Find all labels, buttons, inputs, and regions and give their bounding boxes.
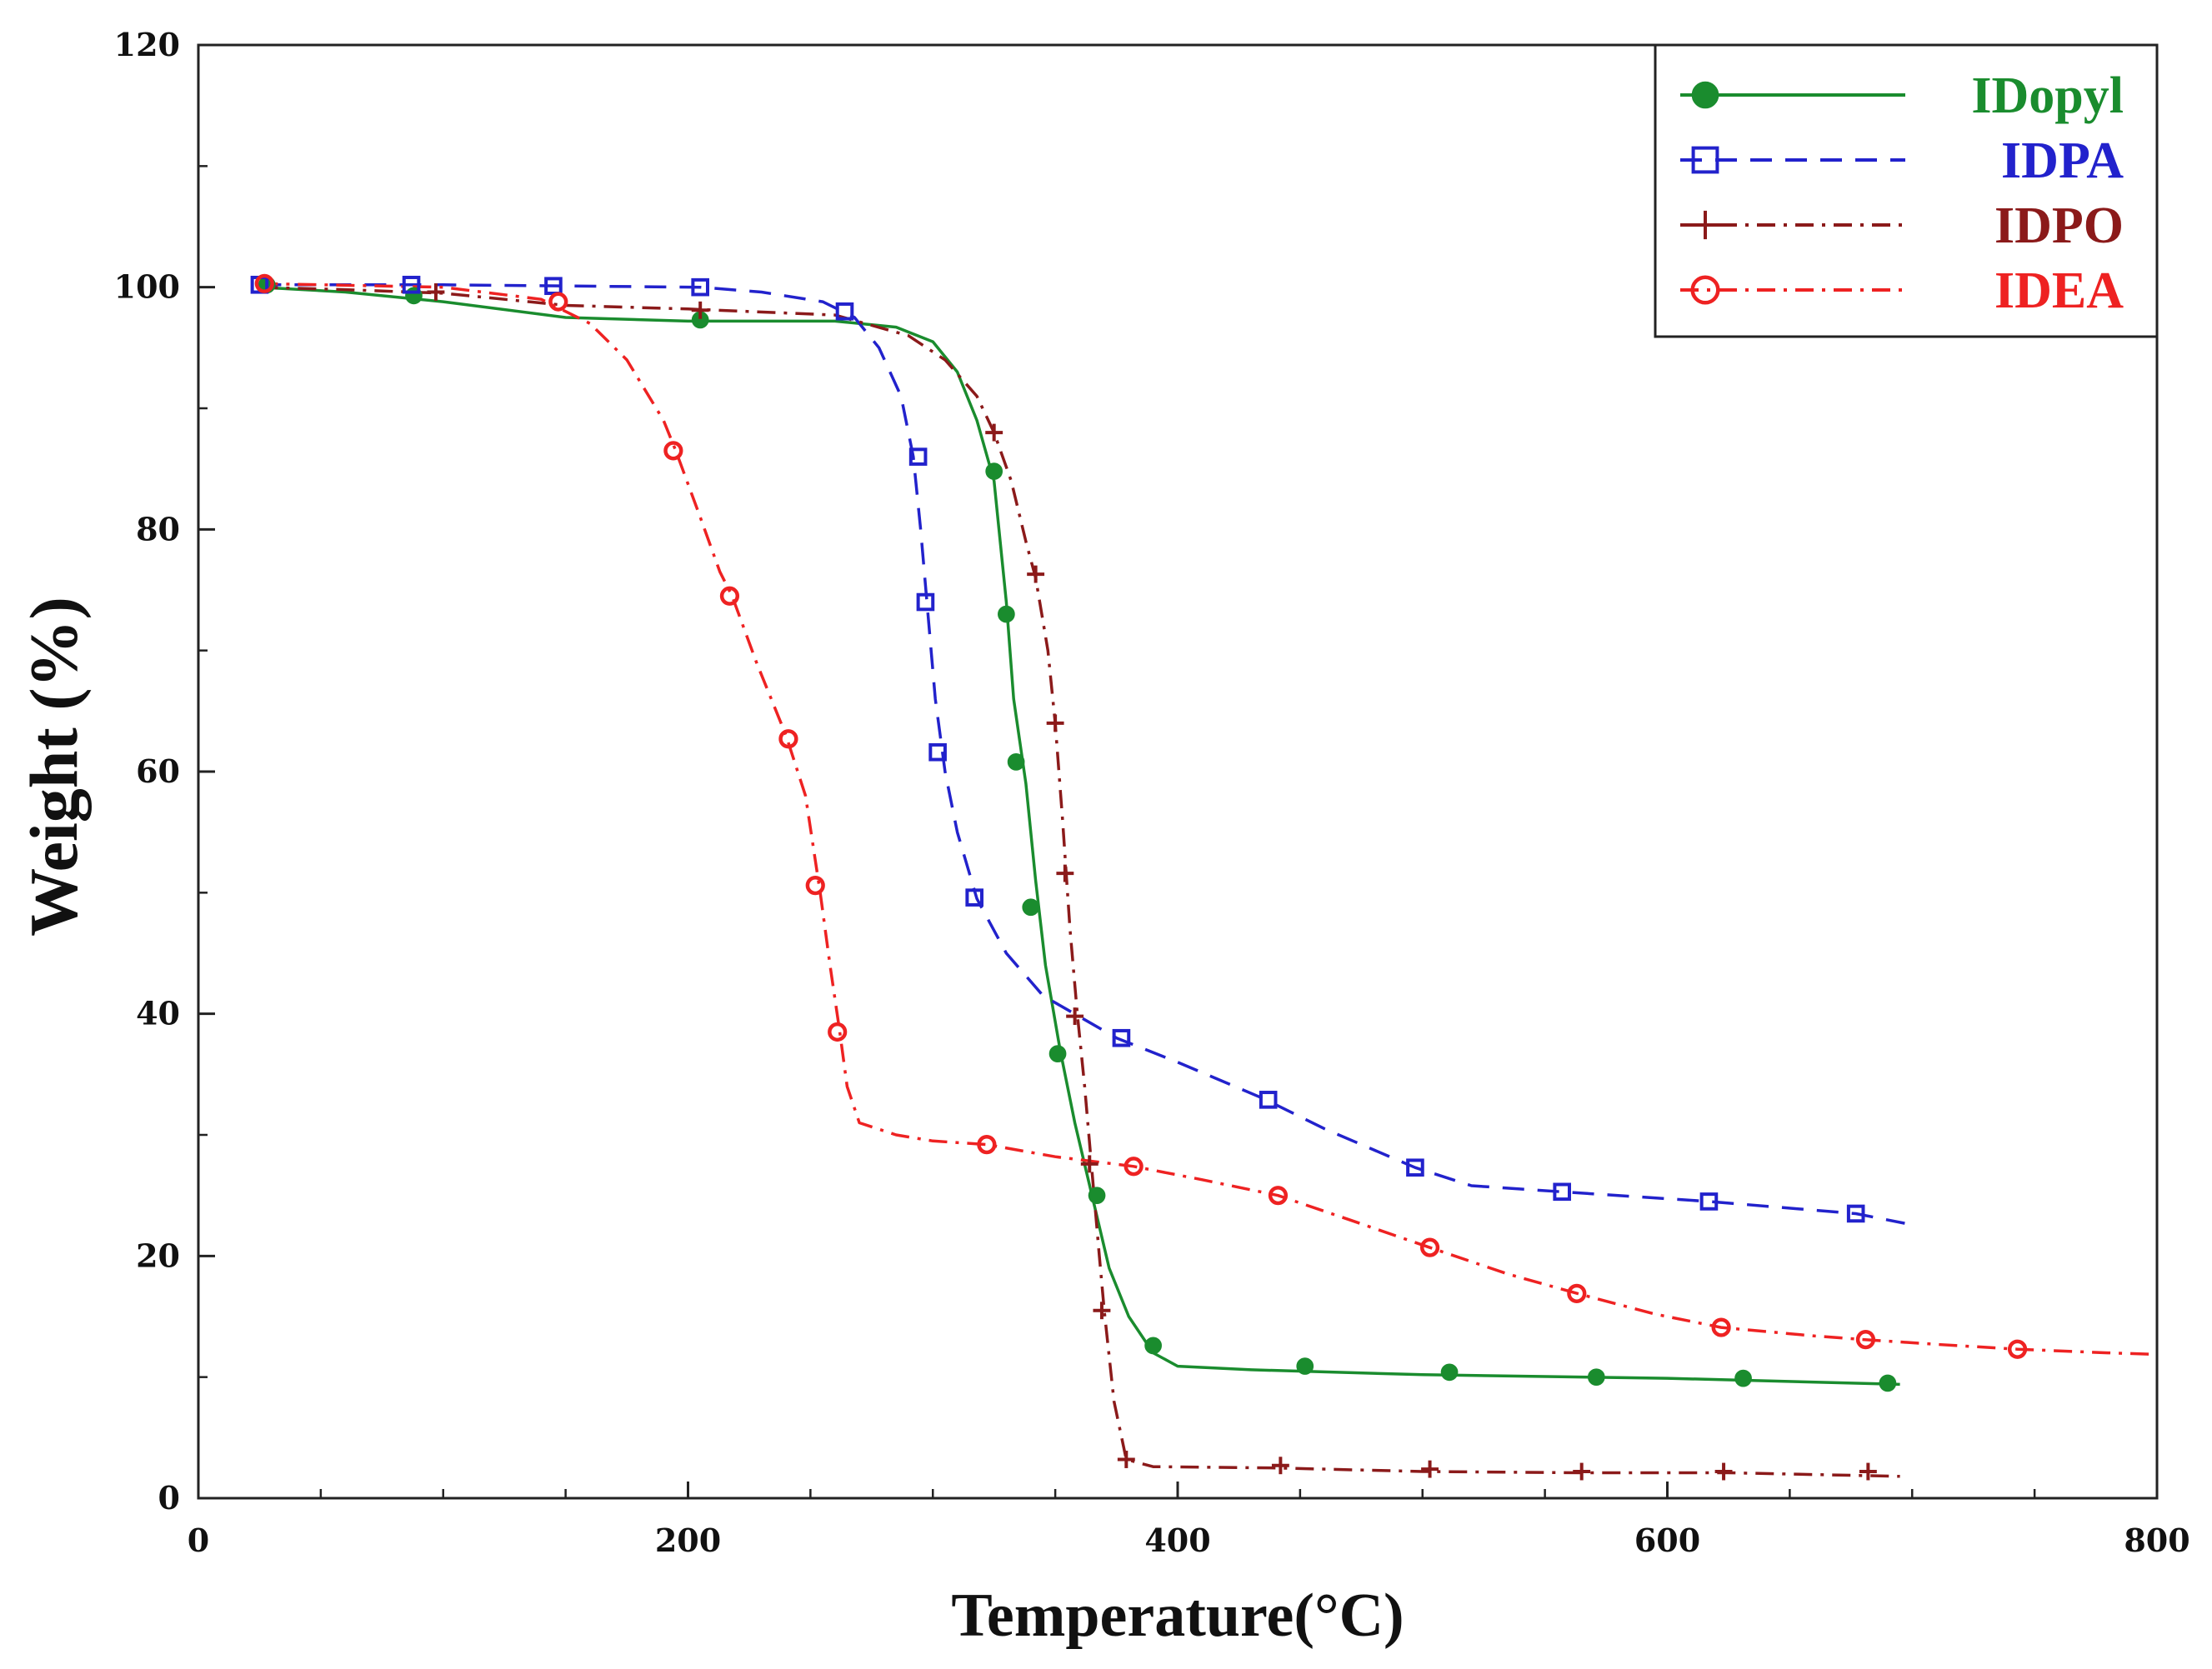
y-tick-label: 60 [136,752,180,790]
data-point-idopyl [1088,1187,1106,1205]
data-point-idpo [1056,864,1074,882]
legend-marker [1690,275,1720,305]
legend-label: IDEA [1994,262,2124,319]
x-tick-label: 400 [1144,1522,1210,1559]
data-point-idea [1855,1330,1876,1350]
data-point-idpo [1271,1457,1289,1475]
y-tick-label: 100 [114,268,180,306]
data-point-idea [977,1135,997,1155]
data-point-idpa [1259,1091,1278,1109]
data-point-idopyl [1879,1374,1897,1392]
legend-item-idea: IDEA [1680,262,2124,319]
y-tick-label: 20 [136,1237,180,1274]
data-point-idpo [1573,1462,1591,1481]
x-tick-label: 0 [188,1522,209,1559]
y-axis-title: Weight (%) [16,597,92,937]
data-point-idea [805,876,825,896]
x-tick-label: 800 [2124,1522,2189,1559]
data-point-idpo [1093,1302,1111,1320]
data-point-idea [828,1022,848,1042]
data-point-idpo [1046,714,1064,732]
data-point-idpa [928,742,947,762]
data-point-idpa [691,277,709,297]
data-point-idpa [965,888,983,907]
y-tick-label: 0 [158,1479,180,1517]
legend-item-idpa: IDPA [1680,132,2124,189]
data-point-idpo [427,283,445,301]
y-tick-label: 80 [136,510,180,547]
legend: IDopyl IDPA IDPO IDEA [1654,43,2159,338]
y-tick-label: 120 [114,26,180,63]
legend-label: IDPO [1994,197,2124,254]
data-point-idpa [544,277,563,296]
data-point-idpa [916,592,935,612]
data-point-idea [1419,1237,1440,1257]
y-tick-label: 40 [136,995,180,1032]
series-line-idea [259,282,2150,1356]
data-point-idpa [1699,1192,1719,1211]
legend-label: IDopyl [1971,67,2124,124]
x-axis: 0 200 400 600 800 [188,1482,2190,1559]
series-markers [250,273,2028,1481]
data-point-idea [548,292,568,312]
data-point-idopyl [985,462,1003,480]
legend-item-idpo: IDPO [1680,197,2124,254]
data-point-idpo [1714,1462,1733,1481]
data-point-idea [1567,1283,1587,1303]
data-point-idopyl [998,605,1015,623]
data-point-idpo [1066,1007,1084,1026]
data-point-idopyl [1734,1369,1752,1387]
series-line-idpa [259,283,1905,1225]
data-point-idea [1711,1317,1731,1337]
legend-marker [1691,81,1719,109]
series-lines [259,282,2150,1478]
data-point-idpo [1117,1451,1135,1468]
data-point-idopyl [1144,1337,1162,1355]
data-point-idea [254,273,274,293]
data-point-idpa [1846,1204,1865,1223]
data-point-idea [778,729,798,749]
data-point-idea [1268,1186,1289,1206]
data-point-idopyl [1587,1368,1605,1387]
data-point-idea [1124,1157,1144,1177]
series-line-idopyl [259,285,1900,1387]
series-line-idpo [259,285,1900,1478]
legend-label: IDPA [2001,132,2124,189]
data-point-idpo [1421,1460,1439,1478]
x-axis-title: Temperature(°C) [951,1582,1404,1650]
data-point-idea [663,441,683,461]
data-point-idpa [1406,1158,1424,1177]
data-point-idpa [1112,1028,1131,1047]
data-point-idpo [1080,1155,1098,1173]
data-point-idpo [691,301,709,319]
data-point-idpa [1553,1182,1571,1202]
legend-marker [1691,146,1719,174]
data-point-idpa [402,275,421,294]
data-point-idpo [1859,1462,1877,1481]
y-axis: 0 20 40 60 80 100 120 [114,26,215,1517]
legend-item-idopyl: IDopyl [1680,67,2124,124]
data-point-idopyl [1048,1045,1067,1062]
data-point-idopyl [1296,1357,1314,1375]
legend-marker [1690,210,1720,240]
data-point-idopyl [1440,1363,1459,1382]
data-point-idpo [985,423,1003,442]
x-tick-label: 600 [1634,1522,1700,1559]
data-point-idpa [835,302,854,321]
data-point-idpa [908,447,928,466]
data-point-idpo [1027,565,1045,583]
data-point-idopyl [1022,898,1040,917]
data-point-idopyl [1007,753,1025,771]
data-point-idea [2007,1339,2028,1359]
data-point-idea [719,586,740,606]
x-tick-label: 200 [655,1522,721,1559]
